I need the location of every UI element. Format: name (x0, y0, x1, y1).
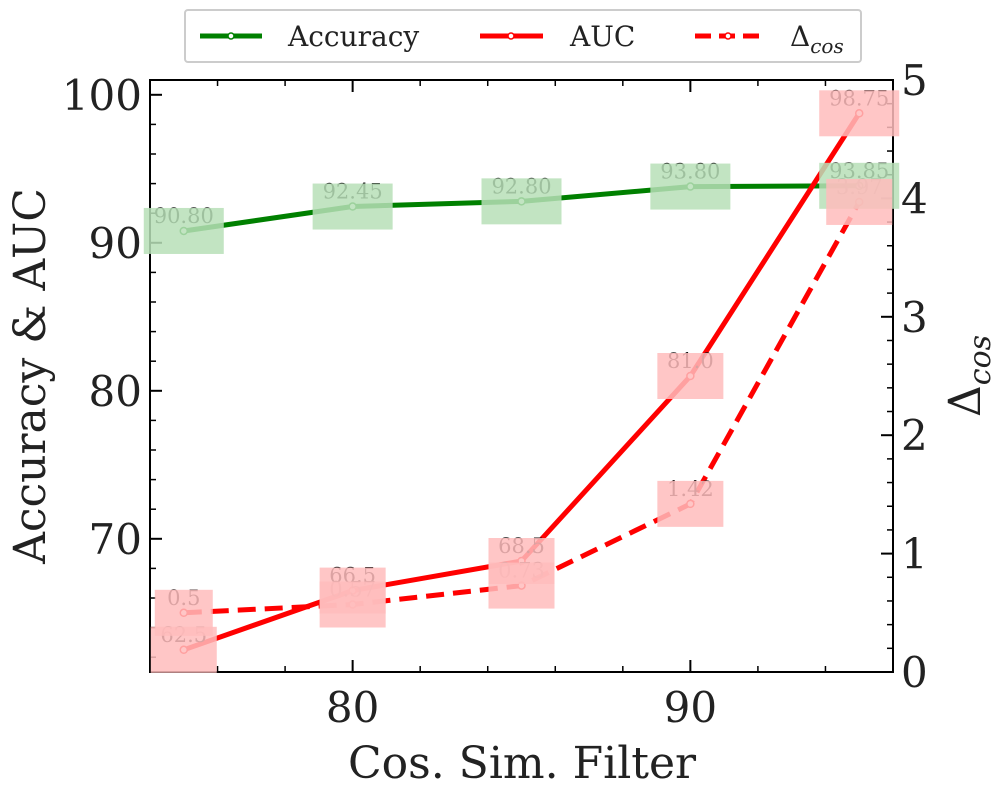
y2-tick-label: 3 (901, 293, 928, 342)
legend-delta-label: Δcos (790, 20, 844, 58)
data-label-bg-accuracy (481, 178, 562, 225)
data-label-bg--cos (488, 562, 555, 609)
legend-delta-marker (724, 32, 732, 40)
data-label-bg--cos (657, 480, 724, 527)
x-axis-label: Cos. Sim. Filter (348, 738, 697, 789)
y2-tick-label: 4 (901, 174, 928, 223)
data-label-bg-accuracy (312, 183, 393, 230)
legend: Accuracy AUC Δcos (184, 9, 862, 63)
data-label-bg-accuracy (143, 207, 224, 254)
legend-auc-marker (507, 32, 515, 40)
ticks: 80 90 70 80 90 100 0 1 2 3 4 5 (62, 56, 928, 732)
y-tick-label: 80 (89, 367, 142, 416)
y2-tick-label: 2 (901, 411, 928, 460)
y2-tick-label: 5 (901, 56, 928, 105)
data-label-bg-accuracy (650, 163, 731, 210)
data-label-bg-auc (819, 90, 900, 137)
plot-frame (149, 79, 894, 673)
legend-accuracy-marker (227, 32, 235, 40)
y-tick-label: 70 (89, 515, 142, 564)
y-tick-label: 90 (89, 219, 142, 268)
y2-tick-label: 1 (901, 530, 928, 579)
data-label-bg--cos (154, 589, 213, 636)
data-label-bg--cos (826, 178, 893, 225)
y2-tick-label: 0 (901, 648, 928, 697)
data-label-bg-auc (657, 353, 724, 399)
legend-accuracy-label: Accuracy (287, 20, 419, 53)
y2-axis-label: Δcos (940, 335, 997, 417)
data-label-bg--cos (319, 581, 386, 628)
y-axis-label: Accuracy & AUC (5, 188, 56, 565)
legend-auc-label: AUC (569, 20, 635, 53)
x-tick-label: 90 (664, 683, 717, 732)
x-tick-label: 80 (326, 683, 379, 732)
point-labels (143, 90, 900, 673)
y-tick-label: 100 (62, 71, 142, 120)
